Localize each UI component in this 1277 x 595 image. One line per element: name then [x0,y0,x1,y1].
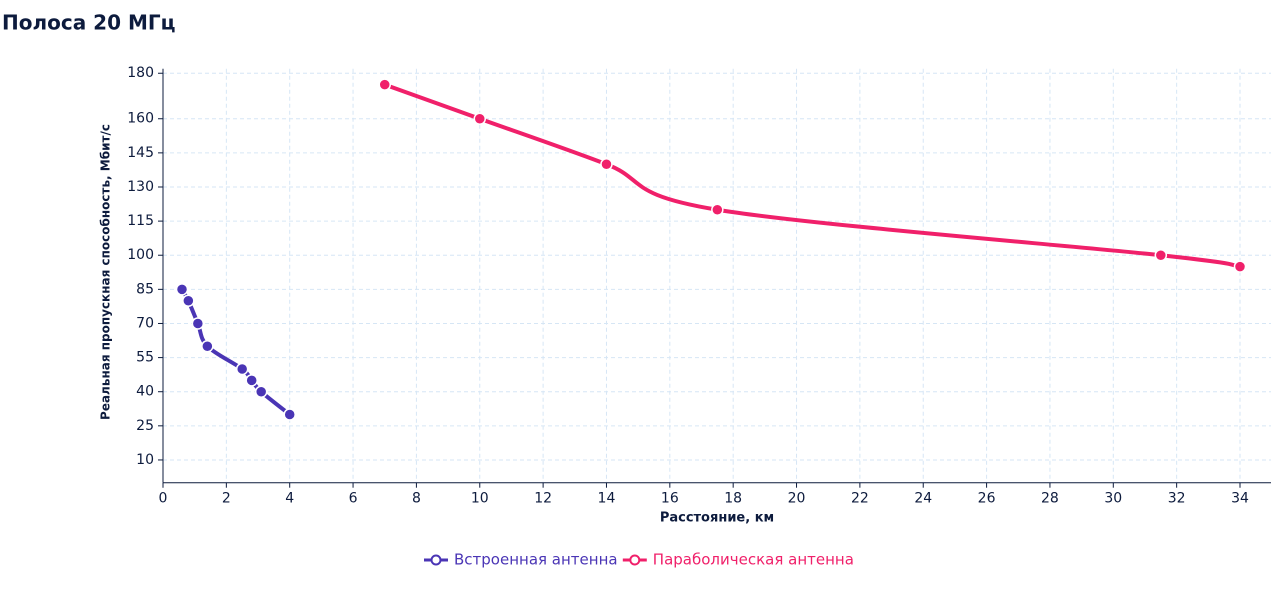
y-tick-label: 180 [127,65,154,81]
data-point [473,112,487,125]
x-tick-label: 20 [788,491,806,507]
data-point [201,339,214,353]
legend-marker [629,554,641,566]
data-point [191,317,205,330]
x-tick-label: 10 [471,491,489,507]
y-tick-label: 40 [136,384,154,400]
data-point [283,408,296,421]
y-tick-label: 115 [127,213,154,229]
series-line [180,288,291,417]
legend-item: Параболическая антенна [622,551,854,569]
x-tick-label: 14 [598,491,616,507]
legend-marker [430,554,442,566]
data-point [711,203,724,216]
data-point [254,385,268,398]
x-tick-label: 24 [914,491,932,507]
data-point [235,362,249,376]
x-tick-label: 28 [1041,491,1059,507]
data-point [1154,248,1168,262]
x-tick-label: 34 [1231,491,1249,507]
data-point [245,374,258,387]
x-tick-label: 16 [661,491,679,507]
y-tick-label: 85 [136,281,154,297]
data-point [1233,260,1247,273]
y-tick-label: 145 [127,145,154,161]
data-point [182,294,195,307]
series-line [384,82,1241,269]
y-tick-label: 100 [127,247,154,263]
x-tick-label: 8 [412,491,421,507]
legend-label: Параболическая антенна [653,551,854,569]
x-tick-label: 6 [349,491,358,507]
data-point [175,283,189,296]
x-tick-label: 26 [978,491,996,507]
x-tick-label: 12 [534,491,552,507]
chart-title: Полоса 20 МГц [2,11,175,35]
x-tick-label: 22 [851,491,869,507]
y-tick-label: 10 [136,452,154,468]
x-tick-label: 0 [159,491,168,507]
legend-item: Встроенная антенна [424,551,618,569]
data-point [378,78,391,91]
x-tick-label: 18 [724,491,742,507]
x-tick-label: 32 [1168,491,1186,507]
y-tick-label: 70 [136,315,154,331]
x-tick-label: 4 [285,491,294,507]
data-point [600,157,613,171]
y-tick-label: 25 [136,418,154,434]
y-tick-label: 160 [127,111,154,127]
x-axis-label: Расстояние, км [660,511,774,526]
y-axis-label: Реальная пропускная способность, Мбит/с [99,124,113,420]
y-tick-label: 130 [127,179,154,195]
x-tick-label: 30 [1104,491,1122,507]
legend-label: Встроенная антенна [454,551,618,569]
y-tick-label: 55 [136,350,154,366]
x-tick-label: 2 [222,491,231,507]
